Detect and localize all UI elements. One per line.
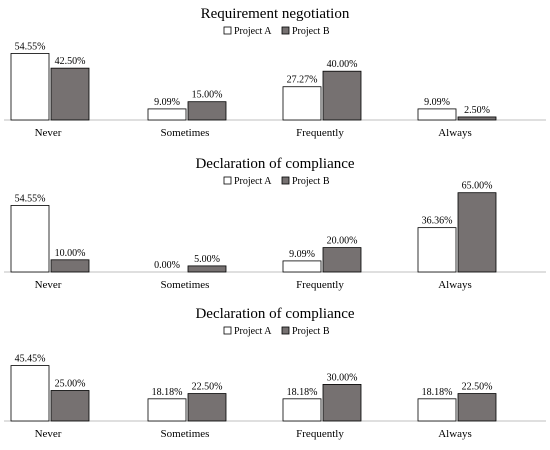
bar-project-a xyxy=(147,398,187,422)
legend-label-project-b: Project B xyxy=(292,326,330,337)
data-label: 30.00% xyxy=(327,372,358,383)
legend-swatch-project-a xyxy=(223,326,232,335)
x-tick-label: Always xyxy=(438,428,472,440)
bar-project-b xyxy=(50,390,90,422)
chart-panel-declaration-of-compliance-1: Declaration of compliance Project A Projec… xyxy=(4,156,546,291)
bar-project-a xyxy=(417,227,457,273)
data-label: 22.50% xyxy=(462,382,493,393)
data-label: 18.18% xyxy=(422,387,453,398)
data-label: 20.00% xyxy=(327,236,358,247)
bar-project-b xyxy=(187,101,227,121)
bar-project-b xyxy=(50,259,90,273)
bar-project-b xyxy=(187,265,227,273)
data-label: 9.09% xyxy=(289,249,315,260)
data-label: 25.00% xyxy=(55,379,86,390)
x-tick-label: Frequently xyxy=(296,428,344,440)
data-label: 0.00% xyxy=(154,260,180,271)
data-label: 18.18% xyxy=(287,387,318,398)
data-label: 2.50% xyxy=(464,105,490,116)
x-tick-label: Never xyxy=(35,428,62,440)
chart-title: Declaration of compliance xyxy=(195,156,354,172)
legend-swatch-project-b xyxy=(281,326,290,335)
bar-project-a xyxy=(417,398,457,422)
data-label: 9.09% xyxy=(424,97,450,108)
x-tick-label: Sometimes xyxy=(161,279,210,291)
chart-panel-declaration-of-compliance-2: Declaration of compliance Project A Projec… xyxy=(4,306,546,440)
legend-label-project-b: Project B xyxy=(292,26,330,37)
bar-project-a xyxy=(147,108,187,121)
bar-project-a xyxy=(282,260,322,273)
data-label: 40.00% xyxy=(327,59,358,70)
bar-project-a xyxy=(282,86,322,121)
bar-project-b xyxy=(322,70,362,121)
legend-swatch-project-b xyxy=(281,176,290,185)
bar-project-b xyxy=(50,67,90,121)
bar-project-a xyxy=(10,205,50,273)
legend-swatch-project-a xyxy=(223,26,232,35)
bar-project-b xyxy=(457,393,497,422)
bar-project-b xyxy=(322,384,362,422)
data-label: 54.55% xyxy=(15,41,46,52)
data-label: 65.00% xyxy=(462,181,493,192)
bar-project-a xyxy=(10,365,50,422)
data-label: 9.09% xyxy=(154,97,180,108)
x-tick-label: Always xyxy=(438,127,472,139)
legend-swatch-project-a xyxy=(223,176,232,185)
bar-project-b xyxy=(187,393,227,422)
data-label: 18.18% xyxy=(152,387,183,398)
data-label: 22.50% xyxy=(192,382,223,393)
bar-project-a xyxy=(282,398,322,422)
data-label: 45.45% xyxy=(15,354,46,365)
x-tick-label: Frequently xyxy=(296,127,344,139)
data-label: 27.27% xyxy=(287,75,318,86)
data-label: 42.50% xyxy=(55,56,86,67)
x-tick-label: Always xyxy=(438,279,472,291)
x-tick-label: Frequently xyxy=(296,279,344,291)
x-tick-label: Never xyxy=(35,127,62,139)
data-label: 36.36% xyxy=(422,216,453,227)
data-label: 54.55% xyxy=(15,193,46,204)
bar-project-b xyxy=(457,192,497,273)
legend-label-project-a: Project A xyxy=(234,26,272,37)
bar-project-b xyxy=(322,247,362,273)
x-tick-label: Never xyxy=(35,279,62,291)
data-label: 10.00% xyxy=(55,248,86,259)
legend-label-project-a: Project A xyxy=(234,326,272,337)
data-label: 15.00% xyxy=(192,90,223,101)
legend-label-project-a: Project A xyxy=(234,176,272,187)
chart-title: Declaration of compliance xyxy=(195,306,354,322)
chart-panel-requirement-negotiation: Requirement negotiation Project A Project … xyxy=(4,6,546,139)
bar-project-a xyxy=(10,53,50,121)
bar-project-a xyxy=(417,108,457,121)
legend-swatch-project-b xyxy=(281,26,290,35)
x-tick-label: Sometimes xyxy=(161,127,210,139)
legend-label-project-b: Project B xyxy=(292,176,330,187)
x-tick-label: Sometimes xyxy=(161,428,210,440)
bar-project-b xyxy=(457,116,497,121)
chart-title: Requirement negotiation xyxy=(201,6,350,22)
data-label: 5.00% xyxy=(194,254,220,265)
